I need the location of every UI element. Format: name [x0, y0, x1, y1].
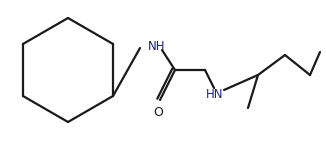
Text: O: O [153, 106, 163, 118]
Text: HN: HN [206, 88, 224, 102]
Text: NH: NH [148, 39, 166, 52]
